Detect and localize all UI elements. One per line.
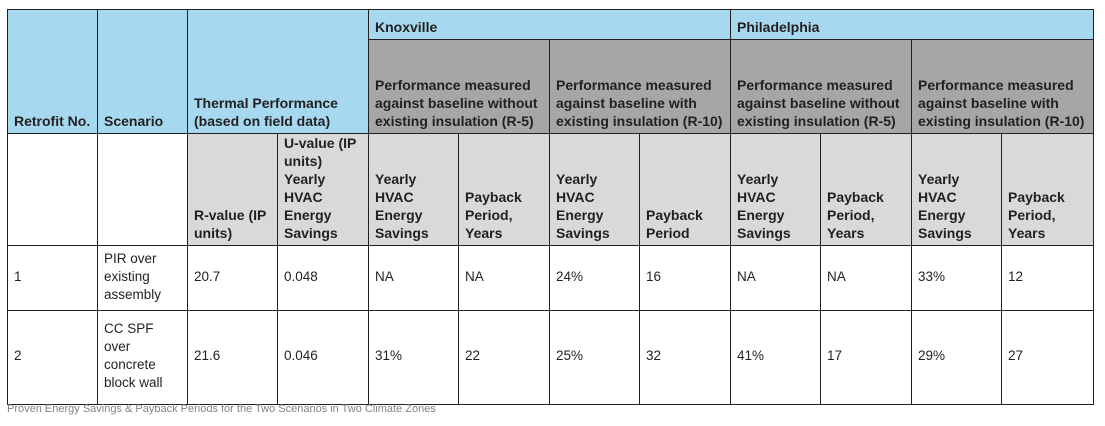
header-phil-with-insulation: Performance measured against baseline wi…: [910, 39, 1095, 134]
cell-knox-r5-payback: NA: [458, 245, 550, 311]
header-row-cities: Retrofit No. Scenario Thermal Performanc…: [7, 9, 1095, 134]
cell-knox-r5-savings: NA: [368, 245, 459, 311]
header-knox-r10-payback: Payback Period: [639, 133, 731, 246]
cell-phil-r10-payback: 27: [1000, 310, 1095, 405]
cell-r-value: 20.7: [187, 245, 278, 311]
cell-scenario: PIR over existing assembly: [97, 245, 188, 311]
cell-knox-r5-payback: 22: [458, 310, 550, 405]
header-retrofit-no: Retrofit No.: [7, 9, 98, 134]
header-thermal-performance: Thermal Performance (based on field data…: [187, 9, 369, 134]
header-r-value: R-value (IP units): [187, 133, 278, 246]
header-row-baselines: Performance measured against baseline wi…: [8, 39, 1095, 134]
header-scenario: Scenario: [97, 9, 188, 134]
header-phil-r5-payback: Payback Period, Years: [820, 133, 912, 246]
cell-retrofit-no: 1: [7, 245, 98, 311]
table-caption: Proven Energy Savings & Payback Periods …: [7, 403, 436, 415]
cell-phil-r5-payback: NA: [820, 245, 912, 311]
cell-knox-r10-savings: 25%: [549, 310, 640, 405]
header-phil-r10-payback: Payback Period, Years: [1000, 133, 1095, 246]
header-empty-no: [7, 133, 98, 246]
cell-phil-r5-savings: NA: [730, 245, 821, 311]
cell-knox-r10-payback: 32: [639, 310, 731, 405]
header-row-metrics: R-value (IP units) U-value (IP units) Ye…: [7, 133, 1095, 246]
table-row: 1 PIR over existing assembly 20.7 0.048 …: [7, 245, 1095, 311]
cell-phil-r10-payback: 12: [1000, 245, 1095, 311]
header-knox-r5-savings: Yearly HVAC Energy Savings: [368, 133, 459, 246]
header-knoxville: Knoxville: [368, 9, 731, 40]
header-knox-without-insulation: Performance measured against baseline wi…: [368, 39, 550, 134]
table-row: 2 CC SPF over concrete block wall 21.6 0…: [7, 310, 1095, 405]
header-philadelphia: Philadelphia: [729, 9, 1095, 40]
cell-knox-r5-savings: 31%: [368, 310, 459, 405]
cell-knox-r10-payback: 16: [639, 245, 731, 311]
cell-u-value: 0.046: [277, 310, 369, 405]
cell-phil-r10-savings: 29%: [911, 310, 1002, 405]
header-phil-r10-savings: Yearly HVAC Energy Savings: [911, 133, 1002, 246]
header-phil-without-insulation: Performance measured against baseline wi…: [730, 39, 912, 134]
performance-table: Retrofit No. Scenario Thermal Performanc…: [7, 9, 1095, 405]
cell-r-value: 21.6: [187, 310, 278, 405]
header-phil-r5-savings: Yearly HVAC Energy Savings: [730, 133, 821, 246]
header-knox-r10-savings: Yearly HVAC Energy Savings: [549, 133, 640, 246]
header-knox-with-insulation: Performance measured against baseline wi…: [549, 39, 731, 134]
header-u-value: U-value (IP units) Yearly HVAC Energy Sa…: [277, 133, 369, 246]
cell-phil-r5-savings: 41%: [730, 310, 821, 405]
cell-phil-r5-payback: 17: [820, 310, 912, 405]
cell-knox-r10-savings: 24%: [549, 245, 640, 311]
header-empty-scenario: [97, 133, 188, 246]
cell-phil-r10-savings: 33%: [911, 245, 1002, 311]
cell-u-value: 0.048: [277, 245, 369, 311]
cell-scenario: CC SPF over concrete block wall: [97, 310, 188, 405]
header-knox-r5-payback: Payback Period, Years: [458, 133, 550, 246]
cell-retrofit-no: 2: [7, 310, 98, 405]
